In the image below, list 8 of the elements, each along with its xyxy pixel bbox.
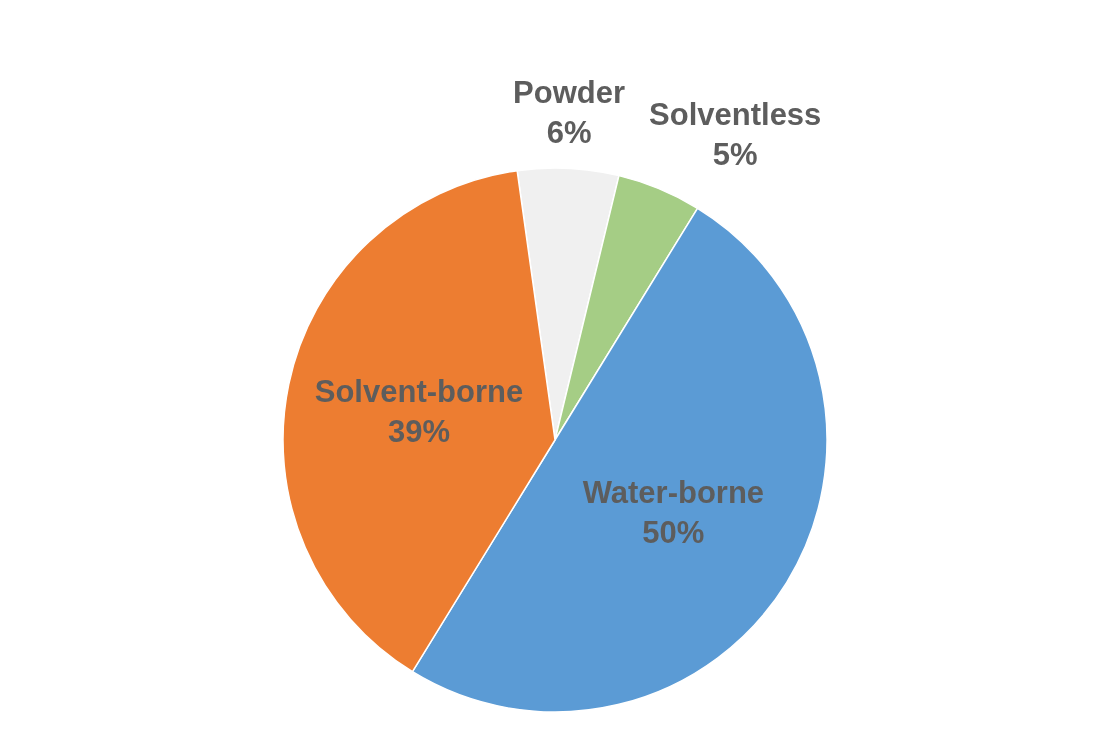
data-label: 6% bbox=[546, 114, 592, 150]
data-label: 39% bbox=[387, 414, 450, 450]
slice-label: Solventless bbox=[649, 96, 822, 132]
data-label: 5% bbox=[712, 136, 758, 172]
data-label: 50% bbox=[642, 515, 705, 551]
slice-label: Solvent-borne bbox=[314, 374, 524, 410]
slice-label: Water-borne bbox=[582, 475, 765, 511]
slice-label: Powder bbox=[513, 74, 626, 110]
